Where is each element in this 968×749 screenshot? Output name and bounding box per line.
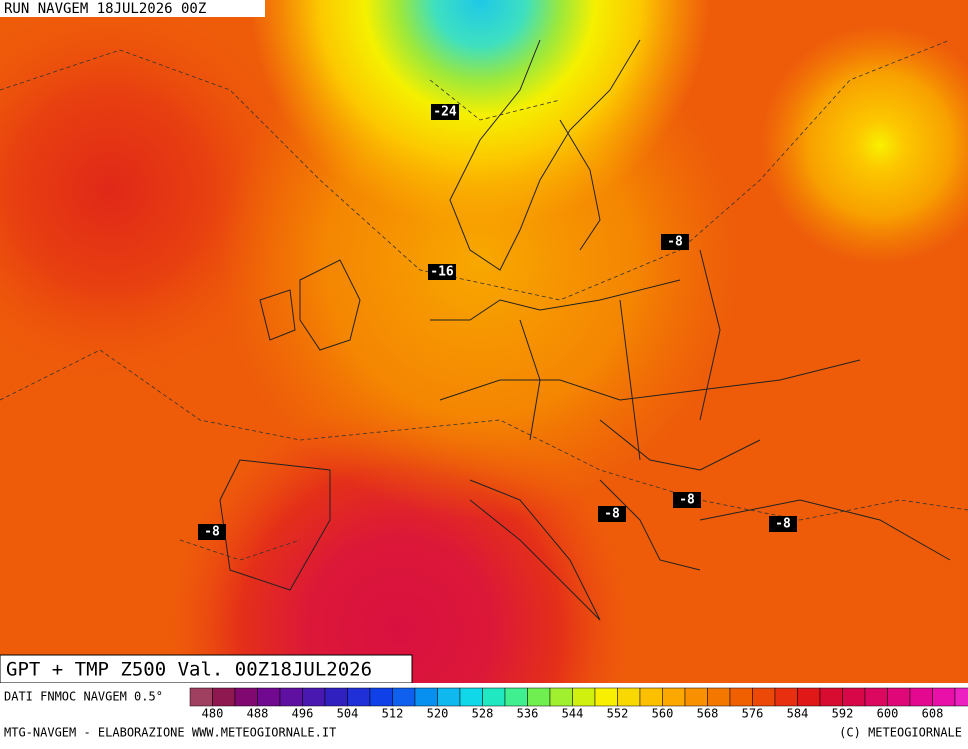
- temperature-label: -8: [604, 507, 620, 522]
- scale-cell: [437, 687, 461, 707]
- product-title: GPT + TMP Z500 Val. 00Z18JUL2026: [6, 659, 372, 681]
- scale-cell: [459, 687, 483, 707]
- border: [439, 249, 861, 471]
- scale-cell: [302, 687, 326, 707]
- scale-label: 480: [202, 707, 224, 721]
- scale-label: 512: [382, 707, 404, 721]
- field: [0, 0, 968, 683]
- label-box: [428, 264, 456, 280]
- scale-cell: [482, 687, 506, 707]
- scale-cell: [189, 687, 213, 707]
- scale-label: 536: [517, 707, 539, 721]
- scale-cell: [212, 687, 236, 707]
- scale-cell: [887, 687, 911, 707]
- temperature-label: -8: [679, 493, 695, 508]
- temperature-label: -24: [433, 105, 457, 120]
- scale-cell: [774, 687, 798, 707]
- temperature-labels: -24 -16 -8 -8 -8 -8 -8: [198, 104, 797, 540]
- scale-cell: [504, 687, 528, 707]
- temperature-label: -8: [204, 525, 220, 540]
- scale-label: 584: [787, 707, 809, 721]
- label-box: [769, 516, 797, 532]
- scale-cell: [527, 687, 551, 707]
- label-box: [673, 492, 701, 508]
- isotherm: [0, 39, 968, 561]
- scale-cell: [549, 687, 573, 707]
- scale-cell: [752, 687, 776, 707]
- label-box: [598, 506, 626, 522]
- scale-label: 592: [832, 707, 854, 721]
- scale-cell: [842, 687, 866, 707]
- footer-right: (C) METEOGIORNALE: [839, 726, 962, 740]
- temperature-label: -16: [430, 265, 454, 280]
- label-box: [198, 524, 226, 540]
- scale-label: 496: [292, 707, 314, 721]
- run-title: RUN NAVGEM 18JUL2026 00Z: [4, 1, 206, 17]
- scale-cell: [594, 687, 618, 707]
- scale-cell: [369, 687, 393, 707]
- scale-label: 568: [697, 707, 719, 721]
- scale-label: 504: [337, 707, 359, 721]
- scale-cell: [707, 687, 731, 707]
- scale-cell: [932, 687, 956, 707]
- header-box: [0, 0, 265, 17]
- scale-label: 560: [652, 707, 674, 721]
- scale-cell: [662, 687, 686, 707]
- scale-cell: [864, 687, 888, 707]
- scale-label: 608: [922, 707, 944, 721]
- label-box: [661, 234, 689, 250]
- scale-label: 552: [607, 707, 629, 721]
- source-label: DATI FNMOC NAVGEM 0.5°: [4, 690, 163, 704]
- coastline: [219, 39, 951, 621]
- scale-label: 576: [742, 707, 764, 721]
- scale-cell: [234, 687, 258, 707]
- scale-cell: [797, 687, 821, 707]
- scale-cell: [909, 687, 933, 707]
- scale-cell: [324, 687, 348, 707]
- scale-cell: [954, 687, 968, 707]
- scale-cell: [819, 687, 843, 707]
- color-scale: 480 488 496 504 512 520 528 536 544 552 560 568 576 5…: [189, 687, 968, 721]
- footer-left: MTG-NAVGEM - ELABORAZIONE WWW.METEOGIORN…: [4, 726, 336, 740]
- scale-cell: [257, 687, 281, 707]
- scale-cell: [414, 687, 438, 707]
- scale-cell: [279, 687, 303, 707]
- temperature-label: -8: [775, 517, 791, 532]
- scale-label: 488: [247, 707, 269, 721]
- scale-cell: [684, 687, 708, 707]
- scale-cell: [347, 687, 371, 707]
- scale-cell: [572, 687, 596, 707]
- scale-cell: [729, 687, 753, 707]
- label-box: [431, 104, 459, 120]
- scale-cell: [392, 687, 416, 707]
- scale-label: 544: [562, 707, 584, 721]
- scale-label: 520: [427, 707, 449, 721]
- scale-label: 600: [877, 707, 899, 721]
- scale-label: 528: [472, 707, 494, 721]
- scale-cell: [617, 687, 641, 707]
- temperature-label: -8: [667, 235, 683, 250]
- scale-cell: [639, 687, 663, 707]
